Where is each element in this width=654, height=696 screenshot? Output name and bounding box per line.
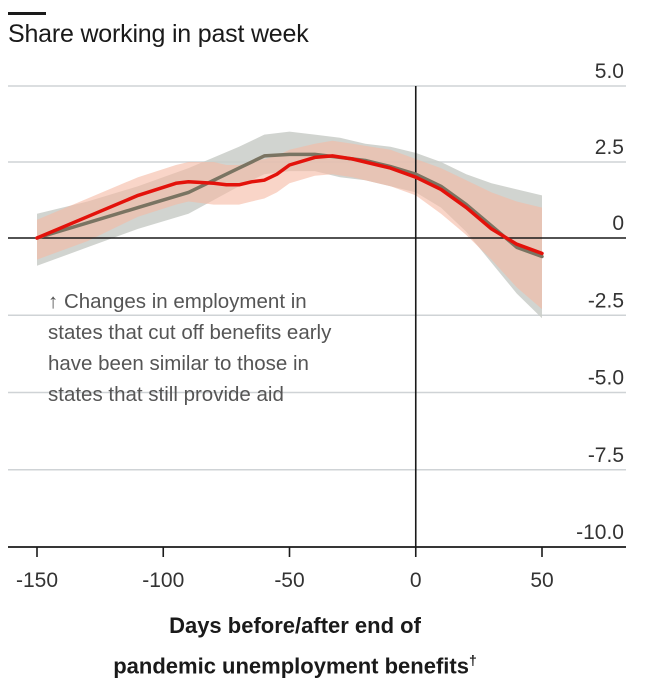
x-axis-label: Days before/after end of pandemic unempl… bbox=[0, 609, 590, 683]
x-tick-label-1: -100 bbox=[142, 569, 184, 592]
x-tick-labels: -150 -100 -50 0 50 bbox=[16, 569, 554, 592]
x-tick-label-2: -50 bbox=[274, 569, 304, 592]
series-lines bbox=[35, 152, 544, 259]
y-tick-label-0: 5.0 bbox=[595, 60, 624, 83]
x-tick-label-0: -150 bbox=[16, 569, 58, 592]
y-tick-label-6: -10.0 bbox=[576, 521, 624, 544]
x-tick-label-4: 50 bbox=[530, 569, 553, 592]
gridlines bbox=[8, 85, 626, 471]
title-rule bbox=[8, 12, 46, 15]
series-line-1 bbox=[35, 154, 544, 256]
y-tick-label-1: 2.5 bbox=[595, 136, 624, 159]
annotation: ↑ Changes in employment in states that c… bbox=[48, 290, 332, 406]
y-tick-label-4: -5.0 bbox=[588, 367, 624, 390]
x-tick-label-3: 0 bbox=[410, 569, 422, 592]
y-tick-labels: 5.0 2.5 0 -2.5 -5.0 -7.5 -10.0 bbox=[576, 60, 624, 544]
y-tick-label-2: 0 bbox=[612, 212, 624, 235]
x-axis-label-line1: Days before/after end of bbox=[169, 613, 421, 638]
y-tick-label-5: -7.5 bbox=[588, 444, 624, 467]
chart-title: Share working in past week bbox=[8, 20, 309, 48]
axes bbox=[8, 86, 626, 557]
footnote-marker: † bbox=[468, 652, 477, 668]
x-axis-label-line2: pandemic unemployment benefits bbox=[113, 653, 469, 679]
y-tick-label-3: -2.5 bbox=[588, 289, 624, 312]
